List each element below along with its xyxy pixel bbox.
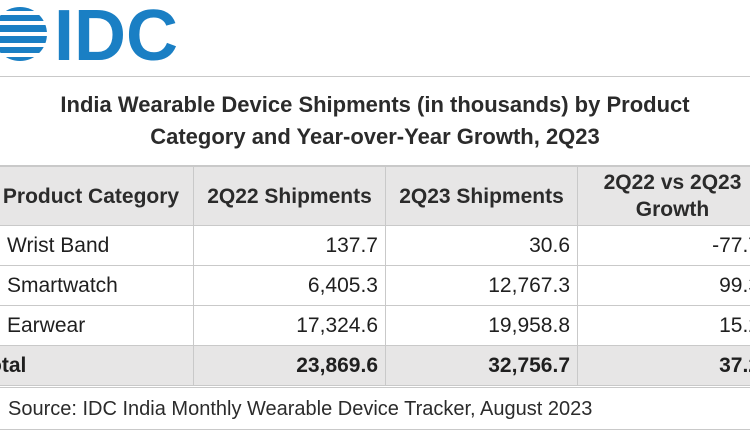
row-2q22-value: 17,324.6 <box>193 305 386 346</box>
idc-logo: IDC <box>0 0 194 68</box>
row-category: Earwear <box>0 305 194 346</box>
table-row: Wrist Band 137.7 30.6 -77.7 <box>0 225 750 266</box>
title-line-2: Category and Year-over-Year Growth, 2Q23 <box>150 124 600 149</box>
total-2q23-value: 32,756.7 <box>385 345 578 386</box>
globe-icon <box>0 7 47 61</box>
total-label: otal <box>0 345 194 386</box>
row-growth-value: -77.7 <box>577 225 750 266</box>
header-2q22-shipments: 2Q22 Shipments <box>193 166 386 226</box>
row-2q22-value: 137.7 <box>193 225 386 266</box>
source-note: Source: IDC India Monthly Wearable Devic… <box>0 387 750 430</box>
row-2q22-value: 6,405.3 <box>193 265 386 306</box>
table-row: Smartwatch 6,405.3 12,767.3 99.3 <box>0 265 750 306</box>
row-2q23-value: 12,767.3 <box>385 265 578 306</box>
header-growth: 2Q22 vs 2Q23 Growth <box>577 166 750 226</box>
row-category: Wrist Band <box>0 225 194 266</box>
header-growth-line-1: 2Q22 vs 2Q23 <box>603 171 742 194</box>
total-2q22-value: 23,869.6 <box>193 345 386 386</box>
header-product-category: Product Category <box>0 166 194 226</box>
shipments-table: Product Category 2Q22 Shipments 2Q23 Shi… <box>0 166 750 386</box>
table-header-row: Product Category 2Q22 Shipments 2Q23 Shi… <box>0 166 750 226</box>
row-growth-value: 99.3 <box>577 265 750 306</box>
row-category: Smartwatch <box>0 265 194 306</box>
row-2q23-value: 30.6 <box>385 225 578 266</box>
row-2q23-value: 19,958.8 <box>385 305 578 346</box>
total-row: otal 23,869.6 32,756.7 37.2 <box>0 345 750 386</box>
row-growth-value: 15.2 <box>577 305 750 346</box>
total-growth-value: 37.2 <box>577 345 750 386</box>
idc-logo-graphic: IDC <box>0 0 178 68</box>
header-2q23-shipments: 2Q23 Shipments <box>385 166 578 226</box>
table-title: India Wearable Device Shipments (in thou… <box>0 76 750 166</box>
logo-text: IDC <box>54 0 178 68</box>
title-line-1: India Wearable Device Shipments (in thou… <box>60 92 690 117</box>
header-growth-line-2: Growth <box>635 198 710 221</box>
table-row: Earwear 17,324.6 19,958.8 15.2 <box>0 305 750 346</box>
